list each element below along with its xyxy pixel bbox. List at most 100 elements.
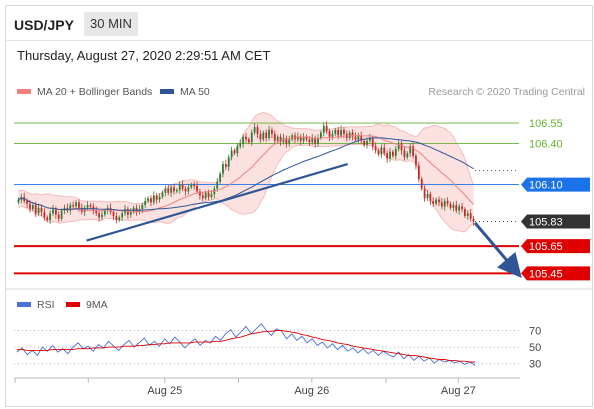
candle-body xyxy=(279,136,282,143)
bollinger-upper-line xyxy=(18,111,474,205)
candle-body xyxy=(17,199,20,203)
candle-body xyxy=(319,132,322,139)
candle-body xyxy=(224,164,227,167)
candle-body xyxy=(420,179,423,189)
candle-body xyxy=(322,125,325,133)
candle-body xyxy=(432,200,435,204)
candle-body xyxy=(343,129,345,134)
candle-body xyxy=(440,202,443,207)
candle-body xyxy=(446,200,449,204)
candle-body xyxy=(268,129,270,139)
candle-body xyxy=(101,214,103,218)
candle-body xyxy=(181,184,184,189)
header-divider xyxy=(5,40,593,41)
candle-body xyxy=(262,132,265,140)
candle-body xyxy=(409,146,412,154)
candle-body xyxy=(239,143,242,147)
candle-body xyxy=(380,147,383,155)
candle-body xyxy=(317,138,319,144)
x-tick-label-Aug 26: Aug 26 xyxy=(294,385,329,397)
candle-body xyxy=(43,211,46,218)
candle-body xyxy=(141,205,144,210)
candle-body xyxy=(187,187,190,192)
candle-body xyxy=(383,147,386,154)
candle-body xyxy=(366,140,368,145)
candle-body xyxy=(26,200,28,204)
candle-body xyxy=(115,216,118,221)
candle-body xyxy=(144,200,147,206)
chart-datetime: Thursday, August 27, 2020 2:29:51 AM CET xyxy=(17,48,271,63)
level-label-105.65: 105.65 xyxy=(529,241,563,253)
bollinger-lower-line xyxy=(18,143,474,233)
candle-body xyxy=(155,195,158,200)
rsi-legend-swatch xyxy=(17,302,31,307)
candle-body xyxy=(216,181,219,189)
candle-body xyxy=(164,188,167,193)
candle-body xyxy=(472,218,475,222)
trendline xyxy=(86,162,348,242)
timeframe-badge[interactable]: 30 MIN xyxy=(84,12,138,36)
candle-body xyxy=(435,199,438,204)
candle-body xyxy=(34,205,37,214)
candle-body xyxy=(247,139,250,143)
candle-body xyxy=(443,200,446,207)
candle-body xyxy=(57,214,60,219)
ma50-line xyxy=(18,137,474,211)
candle-body xyxy=(236,146,239,154)
level-tag-105.83 xyxy=(521,214,590,229)
candle-body xyxy=(121,213,124,218)
candle-body xyxy=(394,149,397,156)
candle-body xyxy=(305,136,308,140)
candle-body xyxy=(150,198,152,203)
candle-body xyxy=(276,136,279,141)
candle-body xyxy=(245,136,247,140)
x-axis: Aug 25 Aug 26 Aug 27 xyxy=(14,378,476,397)
level-tag-105.65 xyxy=(521,239,590,254)
rsi-ma-legend-label: 9MA xyxy=(86,299,108,311)
candle-body xyxy=(152,195,155,203)
x-tick-label-Aug 25: Aug 25 xyxy=(147,385,182,397)
candle-body xyxy=(415,155,417,166)
candle-body xyxy=(54,209,57,215)
candle-body xyxy=(265,132,268,139)
ma50-legend-swatch xyxy=(160,89,174,94)
candle-body xyxy=(95,210,98,214)
candle-body xyxy=(271,129,273,134)
candle-body xyxy=(147,198,149,201)
ma20-line xyxy=(18,134,474,213)
candle-body xyxy=(417,165,420,180)
rsi-tick-30: 30 xyxy=(529,359,541,371)
candle-body xyxy=(288,139,291,144)
candle-body xyxy=(37,207,40,214)
rsi-tick-70: 70 xyxy=(529,325,541,337)
candle-body xyxy=(357,135,360,140)
candle-body xyxy=(126,209,129,215)
rsi-tick-50: 50 xyxy=(529,342,541,354)
candle-body xyxy=(389,151,391,159)
candle-body xyxy=(161,192,164,197)
candle-body xyxy=(455,205,458,211)
candle-body xyxy=(374,146,377,151)
main-plot: 106.55 106.40 106.10 105.83 105.65 105.45 xyxy=(14,111,590,281)
candle-body xyxy=(29,203,31,210)
candle-body xyxy=(52,209,54,214)
candle-body xyxy=(331,133,334,137)
candle-body xyxy=(49,213,52,221)
candle-body xyxy=(72,205,75,207)
candle-body xyxy=(299,136,302,141)
candle-body xyxy=(184,188,187,192)
candle-body xyxy=(273,133,276,141)
candle-body xyxy=(173,187,175,192)
ma20-legend-label: MA 20 + Bollinger Bands xyxy=(37,86,152,98)
candle-body xyxy=(201,195,204,199)
rsi-line xyxy=(16,323,476,366)
candle-body xyxy=(363,140,366,145)
ma50-legend-label: MA 50 xyxy=(180,86,210,98)
candle-body xyxy=(360,135,363,141)
candle-body xyxy=(397,143,400,150)
candle-body xyxy=(337,129,340,136)
candle-body xyxy=(75,202,77,207)
candle-body xyxy=(354,136,357,140)
candle-body xyxy=(89,205,92,207)
rsi-ma-line xyxy=(17,330,475,363)
